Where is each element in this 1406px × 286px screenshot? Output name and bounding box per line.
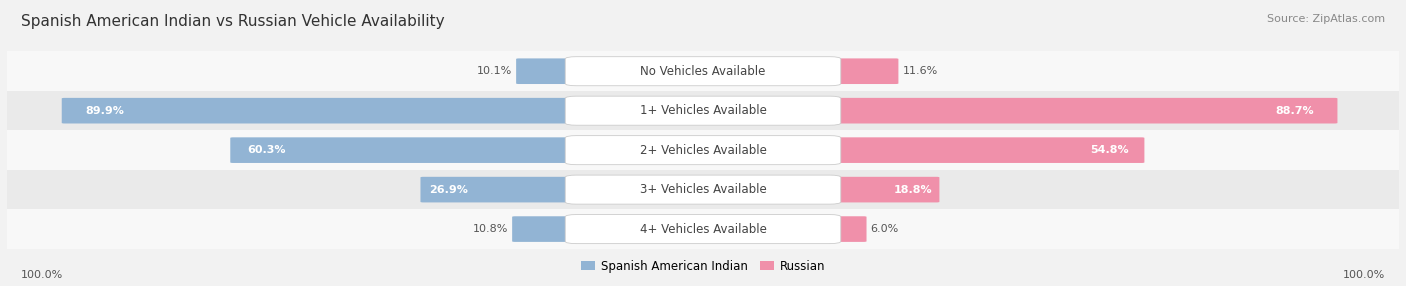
Text: 88.7%: 88.7% [1275, 106, 1315, 116]
Bar [7, 130, 1399, 170]
FancyBboxPatch shape [420, 177, 579, 202]
FancyBboxPatch shape [827, 137, 1144, 163]
Text: 11.6%: 11.6% [903, 66, 938, 76]
Text: 10.1%: 10.1% [477, 66, 512, 76]
Text: 54.8%: 54.8% [1091, 145, 1129, 155]
Text: 60.3%: 60.3% [247, 145, 285, 155]
Legend: Spanish American Indian, Russian: Spanish American Indian, Russian [576, 255, 830, 277]
FancyBboxPatch shape [231, 137, 579, 163]
Text: 2+ Vehicles Available: 2+ Vehicles Available [640, 144, 766, 157]
Text: 100.0%: 100.0% [21, 270, 63, 279]
Text: 100.0%: 100.0% [1343, 270, 1385, 279]
FancyBboxPatch shape [62, 98, 579, 124]
Text: No Vehicles Available: No Vehicles Available [640, 65, 766, 78]
FancyBboxPatch shape [827, 216, 866, 242]
FancyBboxPatch shape [565, 96, 841, 125]
FancyBboxPatch shape [565, 214, 841, 244]
Text: Spanish American Indian vs Russian Vehicle Availability: Spanish American Indian vs Russian Vehic… [21, 14, 444, 29]
Bar [7, 51, 1399, 91]
FancyBboxPatch shape [565, 175, 841, 204]
Text: 3+ Vehicles Available: 3+ Vehicles Available [640, 183, 766, 196]
FancyBboxPatch shape [827, 98, 1337, 124]
FancyBboxPatch shape [512, 216, 579, 242]
Text: 89.9%: 89.9% [84, 106, 124, 116]
FancyBboxPatch shape [827, 177, 939, 202]
Text: 10.8%: 10.8% [472, 224, 508, 234]
FancyBboxPatch shape [827, 58, 898, 84]
Text: 18.8%: 18.8% [894, 185, 932, 194]
FancyBboxPatch shape [516, 58, 579, 84]
Bar [7, 209, 1399, 249]
Bar [7, 91, 1399, 130]
Bar [7, 170, 1399, 209]
Text: 4+ Vehicles Available: 4+ Vehicles Available [640, 223, 766, 236]
Text: Source: ZipAtlas.com: Source: ZipAtlas.com [1267, 14, 1385, 24]
Text: 6.0%: 6.0% [870, 224, 898, 234]
Text: 1+ Vehicles Available: 1+ Vehicles Available [640, 104, 766, 117]
FancyBboxPatch shape [565, 57, 841, 86]
FancyBboxPatch shape [565, 136, 841, 165]
Text: 26.9%: 26.9% [429, 185, 468, 194]
